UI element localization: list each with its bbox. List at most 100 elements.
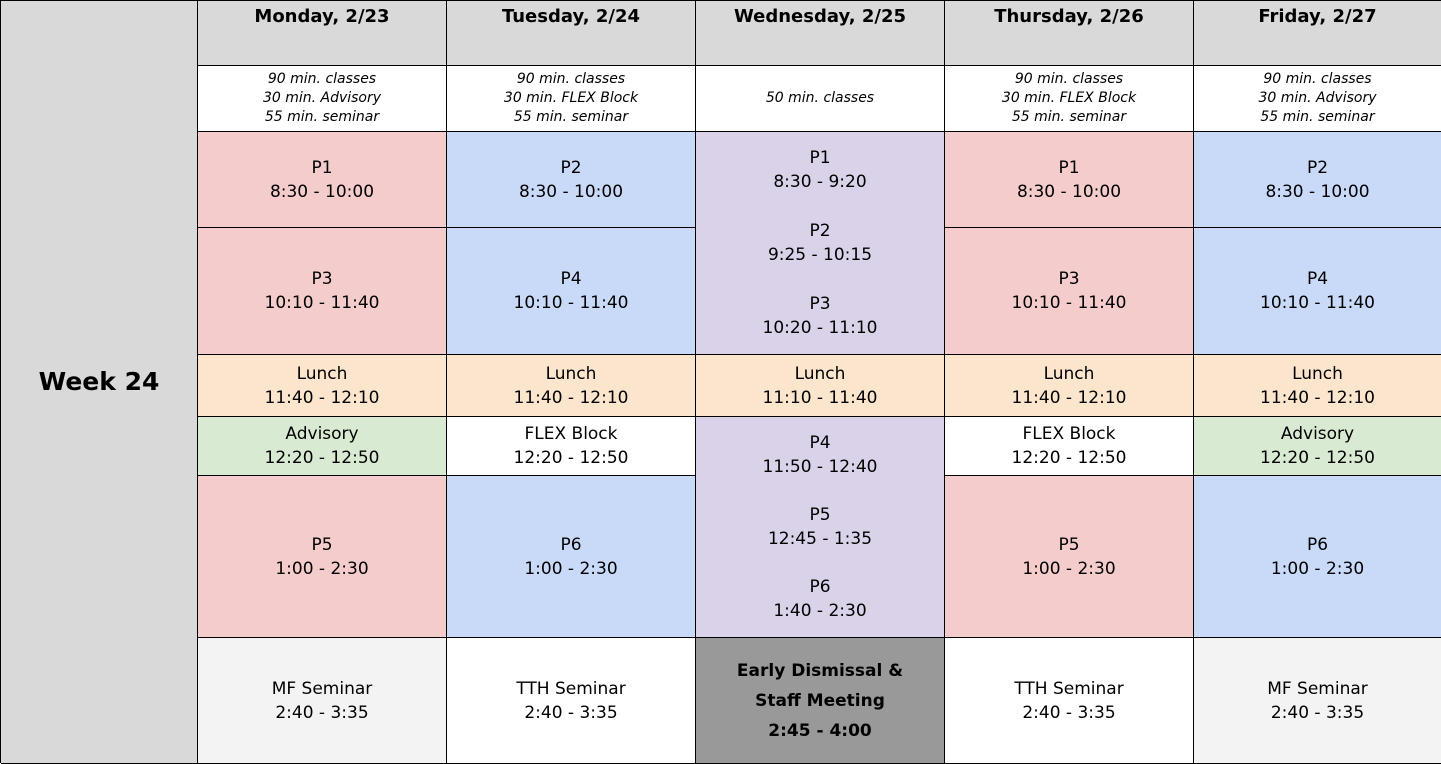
tuesday-seminar-cell: TTH Seminar 2:40 - 3:35 [447, 638, 696, 764]
period-time: 8:30 - 10:00 [269, 181, 375, 202]
tuesday-p4-cell: P4 10:10 - 11:40 [447, 228, 696, 355]
tuesday-lunch-cell: Lunch 11:40 - 12:10 [447, 355, 696, 417]
period-name: P2 [809, 220, 831, 241]
monday-p3-cell: P3 10:10 - 11:40 [198, 228, 447, 355]
period-time: 12:45 - 1:35 [767, 529, 873, 549]
period-name: MF Seminar [1267, 678, 1368, 699]
period-name: P3 [311, 269, 333, 289]
period-name: P6 [809, 577, 831, 597]
week-label: Week 24 [1, 1, 198, 764]
note-line: 55 min. seminar [513, 109, 629, 125]
period-time: 8:30 - 10:00 [518, 181, 624, 202]
wednesday-period-block: P5 12:45 - 1:35 [768, 503, 872, 551]
period-name: P2 [560, 157, 582, 178]
wednesday-period-block: P4 11:50 - 12:40 [763, 431, 878, 479]
wednesday-period-block: P2 9:25 - 10:15 [768, 219, 872, 267]
period-time: 9:25 - 10:15 [767, 244, 873, 265]
period-time: 2:40 - 3:35 [524, 702, 618, 723]
period-name: Lunch [545, 363, 597, 384]
period-time: 11:50 - 12:40 [762, 457, 878, 477]
period-time: 2:40 - 3:35 [1022, 702, 1116, 723]
period-time: 10:10 - 11:40 [1260, 293, 1375, 313]
thursday-flex-cell: FLEX Block 12:20 - 12:50 [945, 417, 1194, 476]
dismissal-line: Early Dismissal & [736, 660, 904, 681]
period-name: P6 [1306, 534, 1329, 555]
friday-seminar-cell: MF Seminar 2:40 - 3:35 [1194, 638, 1441, 764]
period-time: 11:40 - 12:10 [1011, 387, 1127, 408]
period-time: 12:20 - 12:50 [1260, 448, 1375, 468]
monday-p5-cell: P5 1:00 - 2:30 [198, 476, 447, 638]
period-time: 10:20 - 11:10 [762, 317, 878, 338]
note-line: 55 min. seminar [1011, 109, 1127, 125]
day-notes-tuesday: 90 min. classes 30 min. FLEX Block 55 mi… [447, 66, 696, 132]
monday-p1-cell: P1 8:30 - 10:00 [198, 132, 447, 228]
monday-advisory-cell: Advisory 12:20 - 12:50 [198, 417, 447, 476]
period-time: 11:10 - 11:40 [762, 387, 878, 408]
period-time: 12:20 - 12:50 [264, 448, 380, 468]
period-time: 10:10 - 11:40 [1011, 293, 1127, 313]
period-time: 1:00 - 2:30 [1022, 558, 1116, 579]
wednesday-period-block: P1 8:30 - 9:20 [773, 146, 866, 194]
period-time: 1:00 - 2:30 [275, 558, 369, 579]
wednesday-dismissal-cell: Early Dismissal & Staff Meeting 2:45 - 4… [696, 638, 945, 764]
day-notes-monday: 90 min. classes 30 min. Advisory 55 min.… [198, 66, 447, 132]
period-time: 11:40 - 12:10 [264, 387, 380, 408]
tuesday-p6-cell: P6 1:00 - 2:30 [447, 476, 696, 638]
monday-lunch-cell: Lunch 11:40 - 12:10 [198, 355, 447, 417]
period-time: 10:10 - 11:40 [264, 293, 380, 313]
wednesday-period-block: P6 1:40 - 2:30 [773, 575, 866, 623]
period-name: Lunch [1043, 363, 1095, 384]
friday-p2-cell: P2 8:30 - 10:00 [1194, 132, 1441, 228]
period-name: P4 [560, 269, 582, 289]
day-header-friday: Friday, 2/27 [1194, 1, 1441, 66]
note-line: 30 min. FLEX Block [1001, 90, 1137, 106]
thursday-p3-cell: P3 10:10 - 11:40 [945, 228, 1194, 355]
dismissal-time: 2:45 - 4:00 [768, 720, 872, 741]
day-notes-thursday: 90 min. classes 30 min. FLEX Block 55 mi… [945, 66, 1194, 132]
period-name: P1 [809, 148, 831, 169]
wednesday-period-block: P3 10:20 - 11:10 [763, 292, 878, 340]
note-line: 55 min. seminar [264, 109, 380, 125]
friday-p6-cell: P6 1:00 - 2:30 [1194, 476, 1441, 638]
period-time: 2:40 - 3:35 [1270, 702, 1365, 723]
thursday-p1-cell: P1 8:30 - 10:00 [945, 132, 1194, 228]
note-line: 30 min. Advisory [262, 90, 382, 106]
period-name: P5 [1058, 534, 1080, 555]
day-header-tuesday: Tuesday, 2/24 [447, 1, 696, 66]
wednesday-afternoon-cell: P4 11:50 - 12:40 P5 12:45 - 1:35 P6 1:40… [696, 417, 945, 638]
period-name: FLEX Block [524, 424, 618, 444]
period-name: MF Seminar [271, 678, 373, 699]
day-header-wednesday: Wednesday, 2/25 [696, 1, 945, 66]
period-time: 1:40 - 2:30 [773, 601, 867, 621]
thursday-lunch-cell: Lunch 11:40 - 12:10 [945, 355, 1194, 417]
period-name: P5 [311, 534, 333, 555]
friday-lunch-cell: Lunch 11:40 - 12:10 [1194, 355, 1441, 417]
note-line: 55 min. seminar [1260, 109, 1375, 125]
period-name: P4 [1306, 269, 1329, 289]
period-time: 8:30 - 10:00 [1016, 181, 1122, 202]
day-header-thursday: Thursday, 2/26 [945, 1, 1194, 66]
period-name: P3 [809, 293, 831, 314]
note-line: 30 min. FLEX Block [503, 90, 639, 106]
period-time: 1:00 - 2:30 [524, 558, 618, 579]
period-name: Lunch [1292, 363, 1343, 384]
period-name: Lunch [794, 363, 846, 384]
period-name: Lunch [296, 363, 348, 384]
tuesday-flex-cell: FLEX Block 12:20 - 12:50 [447, 417, 696, 476]
monday-seminar-cell: MF Seminar 2:40 - 3:35 [198, 638, 447, 764]
period-time: 8:30 - 10:00 [1265, 181, 1370, 202]
friday-advisory-cell: Advisory 12:20 - 12:50 [1194, 417, 1441, 476]
note-line: 90 min. classes [1014, 71, 1124, 87]
period-time: 12:20 - 12:50 [1011, 448, 1127, 468]
note-line: 50 min. classes [765, 90, 875, 106]
period-time: 2:40 - 3:35 [275, 702, 369, 723]
wednesday-lunch-cell: Lunch 11:10 - 11:40 [696, 355, 945, 417]
wednesday-morning-cell: P1 8:30 - 9:20 P2 9:25 - 10:15 P3 10:20 … [696, 132, 945, 355]
period-name: P6 [560, 534, 582, 555]
period-time: 8:30 - 9:20 [773, 172, 867, 193]
period-time: 12:20 - 12:50 [513, 448, 629, 468]
period-name: P1 [1058, 157, 1080, 178]
period-name: Advisory [285, 424, 359, 444]
day-notes-friday: 90 min. classes 30 min. Advisory 55 min.… [1194, 66, 1441, 132]
